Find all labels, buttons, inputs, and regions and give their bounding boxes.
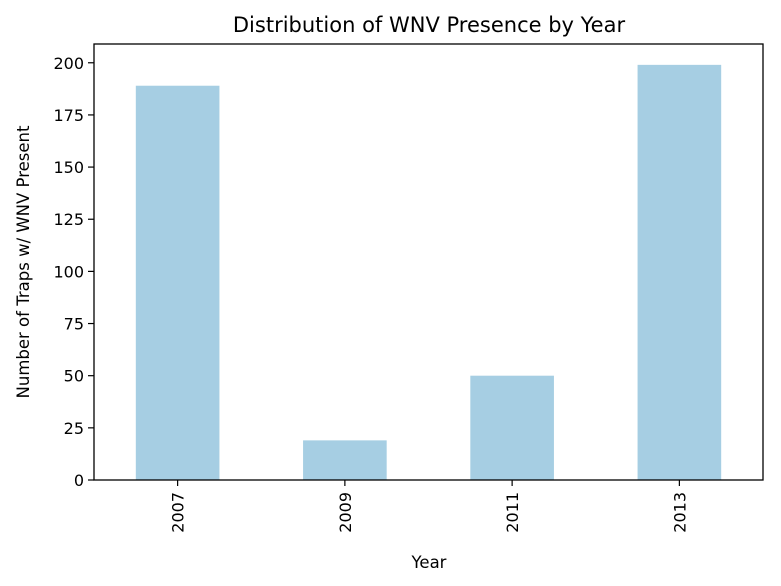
x-tick-label-2007: 2007: [169, 492, 188, 533]
x-axis: 2007 2009 2011 2013: [169, 480, 689, 533]
y-tick-label-25: 25: [64, 419, 84, 438]
bar-2011: [470, 375, 554, 480]
y-tick-label-75: 75: [64, 315, 84, 334]
y-axis: 0 25 50 75 100 125 150 175 200: [53, 54, 94, 490]
y-tick-label-100: 100: [53, 262, 84, 281]
bar-2007: [135, 85, 220, 481]
bar-2013: [637, 64, 722, 481]
x-axis-label: Year: [411, 553, 447, 572]
y-tick-label-200: 200: [53, 54, 84, 73]
y-tick-label-50: 50: [64, 367, 84, 386]
x-tick-label-2011: 2011: [503, 492, 522, 533]
plot-frame: [93, 43, 764, 481]
y-tick-label-0: 0: [74, 471, 84, 490]
y-tick-label-125: 125: [53, 210, 84, 229]
x-tick-label-2013: 2013: [670, 492, 689, 533]
y-tick-label-175: 175: [53, 106, 84, 125]
y-axis-label: Number of Traps w/ WNV Present: [14, 125, 33, 398]
x-tick-label-2009: 2009: [336, 492, 355, 533]
bars-group: [135, 64, 722, 481]
bar-2009: [303, 440, 387, 480]
y-tick-label-150: 150: [53, 158, 84, 177]
chart-title: Distribution of WNV Presence by Year: [233, 13, 626, 37]
